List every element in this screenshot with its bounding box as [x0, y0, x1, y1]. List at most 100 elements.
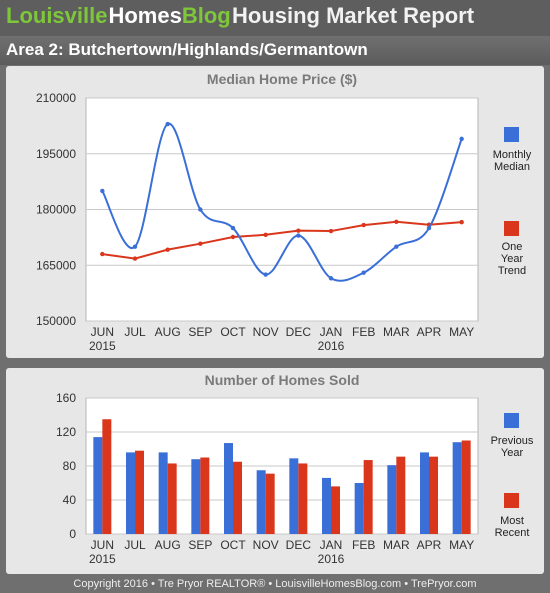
bar-previous-year: [289, 458, 299, 534]
bar-previous-year: [256, 470, 266, 534]
y-tick-label: 40: [63, 493, 77, 507]
monthly-point: [100, 188, 105, 194]
trend-point: [296, 228, 301, 233]
y-tick-label: 0: [69, 527, 76, 541]
x-tick-label: JUL: [124, 538, 146, 552]
x-tick-label: APR: [417, 538, 442, 552]
legend-label-trend: One Year Trend: [498, 241, 526, 277]
bar-previous-year: [93, 437, 103, 534]
x-tick-label: JUL: [124, 325, 146, 339]
y-tick-label: 160: [56, 391, 76, 405]
report-header: LouisvilleHomesBlog Housing Market Repor…: [0, 0, 550, 36]
trend-point: [361, 222, 366, 228]
trend-point: [394, 219, 399, 224]
median-price-chart: Median Home Price ($) 150000 165000 180000 1…: [36, 71, 532, 353]
monthly-point: [132, 244, 138, 249]
median-price-panel: Median Home Price ($) 150000 165000 180000 1…: [6, 66, 544, 358]
bar-previous-year: [420, 452, 429, 534]
y-tick-label: 165000: [36, 258, 76, 272]
area-bar: Area 2: Butchertown/Highlands/Germantown: [0, 37, 550, 65]
x-tick-label: APR: [417, 325, 442, 339]
bar-most-recent: [429, 456, 438, 534]
monthly-point: [361, 270, 366, 275]
trend-point: [328, 228, 334, 234]
x-tick-label: NOV: [253, 538, 279, 552]
bar-previous-year: [322, 477, 331, 534]
bar-previous-year: [158, 452, 168, 534]
x-tick-label: JAN: [320, 538, 343, 552]
trend-point: [100, 251, 105, 257]
y-tick-label: 210000: [36, 91, 76, 105]
brand-part-2: Homes: [108, 3, 182, 28]
footer: Copyright 2016 • Tre Pryor REALTOR® • Lo…: [73, 578, 477, 590]
bar-most-recent: [102, 419, 112, 534]
x-tick-label: JUN: [91, 538, 114, 552]
legend-swatch-recent: [504, 493, 519, 508]
bar-previous-year: [387, 465, 397, 534]
chart-title: Median Home Price ($): [207, 71, 357, 87]
report-title: Housing Market Report: [232, 3, 475, 28]
year-label: 2016: [318, 552, 345, 566]
bar-previous-year: [224, 443, 233, 534]
monthly-point: [426, 225, 432, 231]
monthly-point: [198, 207, 203, 212]
bar-most-recent: [331, 486, 340, 534]
bar-most-recent: [135, 450, 144, 534]
trend-point: [165, 247, 170, 252]
bar-most-recent: [363, 460, 373, 534]
bar-most-recent: [265, 473, 275, 534]
x-tick-label: DEC: [286, 538, 312, 552]
x-tick-label: AUG: [155, 538, 181, 552]
bar-previous-year: [354, 483, 364, 534]
x-tick-label: OCT: [220, 325, 246, 339]
legend-swatch-trend: [504, 221, 519, 236]
x-tick-label: MAR: [383, 538, 410, 552]
x-tick-label: MAY: [449, 538, 474, 552]
trend-point: [198, 241, 203, 246]
bar-previous-year: [126, 452, 135, 534]
series-line-trend: [102, 220, 462, 260]
legend-label-recent: Most Recent: [495, 515, 530, 539]
trend-point: [230, 234, 236, 240]
year-label: 2016: [318, 339, 345, 353]
year-label: 2015: [89, 339, 116, 353]
x-tick-label: AUG: [155, 325, 181, 339]
trend-point: [459, 219, 464, 225]
y-tick-label: 195000: [36, 147, 76, 161]
monthly-point: [459, 136, 464, 142]
x-tick-label: SEP: [188, 325, 212, 339]
legend-label-previous: Previous Year: [491, 435, 534, 459]
y-tick-label: 120: [56, 425, 76, 439]
bar-previous-year: [191, 459, 201, 534]
x-tick-label: JUN: [91, 325, 114, 339]
y-tick-label: 80: [63, 459, 77, 473]
monthly-point: [296, 233, 301, 238]
bar-most-recent: [461, 440, 471, 534]
trend-point: [132, 256, 138, 261]
x-tick-label: SEP: [188, 538, 212, 552]
x-tick-label: JAN: [320, 325, 343, 339]
x-tick-label: FEB: [352, 325, 375, 339]
legend-swatch-monthly: [504, 127, 519, 142]
monthly-point: [165, 121, 170, 127]
area-label: Area 2: Butchertown/Highlands/Germantown: [6, 40, 368, 59]
bar-previous-year: [452, 442, 462, 534]
bar-most-recent: [167, 463, 177, 534]
x-tick-label: OCT: [220, 538, 246, 552]
series-line-monthly: [101, 123, 463, 282]
brand-part-3: Blog: [181, 3, 231, 28]
monthly-point: [328, 276, 334, 281]
legend-label-monthly: Monthly Median: [493, 149, 532, 173]
monthly-point: [394, 244, 399, 249]
legend-swatch-previous: [504, 413, 519, 428]
bar-most-recent: [233, 461, 242, 534]
x-tick-label: MAY: [449, 325, 474, 339]
chart-title: Number of Homes Sold: [205, 372, 360, 388]
bar-most-recent: [200, 457, 210, 534]
trend-point: [263, 232, 268, 237]
monthly-point: [230, 225, 236, 231]
monthly-point: [263, 272, 268, 277]
brand-logo: LouisvilleHomesBlog: [6, 3, 231, 29]
x-tick-label: NOV: [253, 325, 279, 339]
